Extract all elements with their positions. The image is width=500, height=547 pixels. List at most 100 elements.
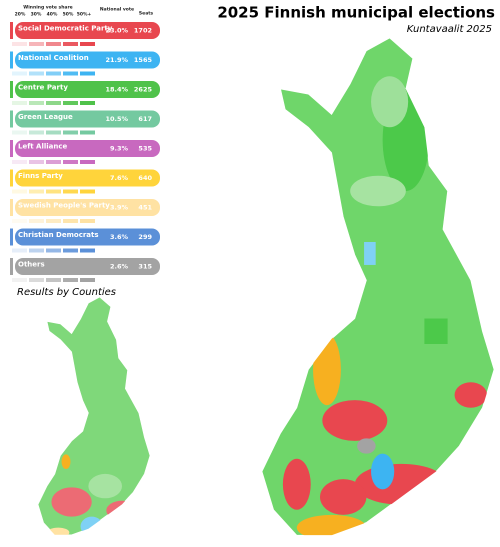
shade-swatch — [29, 71, 44, 76]
party-share: 7.6% — [110, 174, 129, 182]
party-name: Swedish People's Party — [18, 202, 110, 210]
subtitle: Kuntavaalit 2025 — [407, 24, 492, 35]
party-share: 9.3% — [110, 145, 129, 153]
party-share: 3.9% — [110, 204, 129, 212]
shade-swatch — [29, 189, 44, 194]
party-pill — [15, 110, 160, 128]
party-pill — [15, 258, 160, 275]
party-seats: 299 — [138, 233, 152, 241]
party-pill — [15, 140, 160, 157]
shade-swatch — [46, 248, 61, 253]
party-name: Centre Party — [18, 84, 68, 92]
shade-swatch — [29, 219, 44, 223]
shade-swatch — [46, 189, 61, 194]
shade-swatch — [63, 278, 78, 282]
shade-swatch — [63, 71, 78, 76]
shade-swatch — [46, 130, 61, 135]
shade-swatch — [80, 189, 95, 194]
title: 2025 Finnish municipal elections — [217, 4, 495, 22]
scale-label: 20% — [15, 12, 26, 18]
shade-swatch — [46, 278, 61, 282]
shade-swatch — [63, 130, 78, 135]
party-name: National Coalition — [18, 54, 89, 62]
party-accent — [10, 228, 13, 246]
party-pill — [15, 22, 160, 39]
party-pill — [15, 51, 160, 69]
party-share: 2.6% — [110, 263, 129, 271]
party-pill — [15, 169, 160, 187]
municipal-map — [260, 36, 496, 537]
party-share: 3.6% — [110, 233, 129, 241]
party-accent — [10, 110, 13, 128]
party-name: Finns Party — [18, 172, 63, 180]
party-accent — [10, 169, 13, 187]
shade-swatch — [80, 71, 95, 76]
shade-swatch — [80, 130, 95, 135]
counties-label: Results by Counties — [17, 287, 116, 298]
shade-swatch — [29, 278, 44, 282]
shade-swatch — [29, 248, 44, 253]
shade-swatch — [12, 130, 27, 135]
shade-swatch — [29, 130, 44, 135]
party-share: 23.0% — [105, 27, 128, 35]
scale-label: 50% — [63, 12, 74, 18]
party-pill — [15, 199, 160, 216]
party-name: Others — [18, 261, 45, 269]
shade-swatch — [12, 189, 27, 194]
shade-swatch — [63, 219, 78, 223]
party-accent — [10, 22, 13, 39]
shade-swatch — [12, 278, 27, 282]
scale-label: 40% — [47, 12, 58, 18]
shade-swatch — [46, 101, 61, 105]
party-seats: 535 — [138, 145, 152, 153]
party-seats: 617 — [138, 115, 152, 123]
shade-swatch — [12, 71, 27, 76]
shade-swatch — [63, 42, 78, 46]
party-share: 21.9% — [105, 56, 128, 64]
party-seats: 640 — [138, 174, 152, 182]
shade-swatch — [46, 219, 61, 223]
col-vote: National vote — [100, 7, 134, 13]
party-accent — [10, 258, 13, 275]
party-name: Left Alliance — [18, 143, 68, 151]
shade-swatch — [63, 160, 78, 164]
party-accent — [10, 81, 13, 98]
party-name: Christian Democrats — [18, 231, 99, 239]
shade-swatch — [80, 42, 95, 46]
shade-swatch — [80, 160, 95, 164]
county-map — [37, 296, 151, 536]
party-seats: 451 — [138, 204, 152, 212]
shade-swatch — [63, 101, 78, 105]
shade-swatch — [12, 248, 27, 253]
shade-swatch — [29, 42, 44, 46]
party-share: 10.5% — [105, 115, 128, 123]
shade-swatch — [80, 101, 95, 105]
party-seats: 1565 — [134, 56, 153, 64]
shade-swatch — [63, 189, 78, 194]
scale-title: Winning vote share — [23, 5, 72, 11]
shade-swatch — [63, 248, 78, 253]
shade-swatch — [12, 219, 27, 223]
shade-swatch — [12, 160, 27, 164]
party-accent — [10, 199, 13, 216]
party-seats: 1702 — [134, 27, 152, 35]
shade-swatch — [29, 101, 44, 105]
shade-swatch — [80, 278, 95, 282]
party-name: Social Democratic Party — [18, 25, 113, 33]
scale-label: 30% — [31, 12, 42, 18]
party-seats: 2625 — [134, 86, 153, 94]
shade-swatch — [12, 101, 27, 105]
shade-swatch — [12, 42, 27, 46]
party-name: Green League — [18, 113, 73, 121]
shade-swatch — [80, 248, 95, 253]
scale-label: 50%+ — [77, 12, 92, 18]
party-seats: 315 — [138, 263, 152, 271]
shade-swatch — [46, 42, 61, 46]
party-pill — [15, 228, 160, 246]
party-accent — [10, 140, 13, 157]
shade-swatch — [80, 219, 95, 223]
shade-swatch — [29, 160, 44, 164]
party-accent — [10, 51, 13, 69]
party-pill — [15, 81, 160, 98]
